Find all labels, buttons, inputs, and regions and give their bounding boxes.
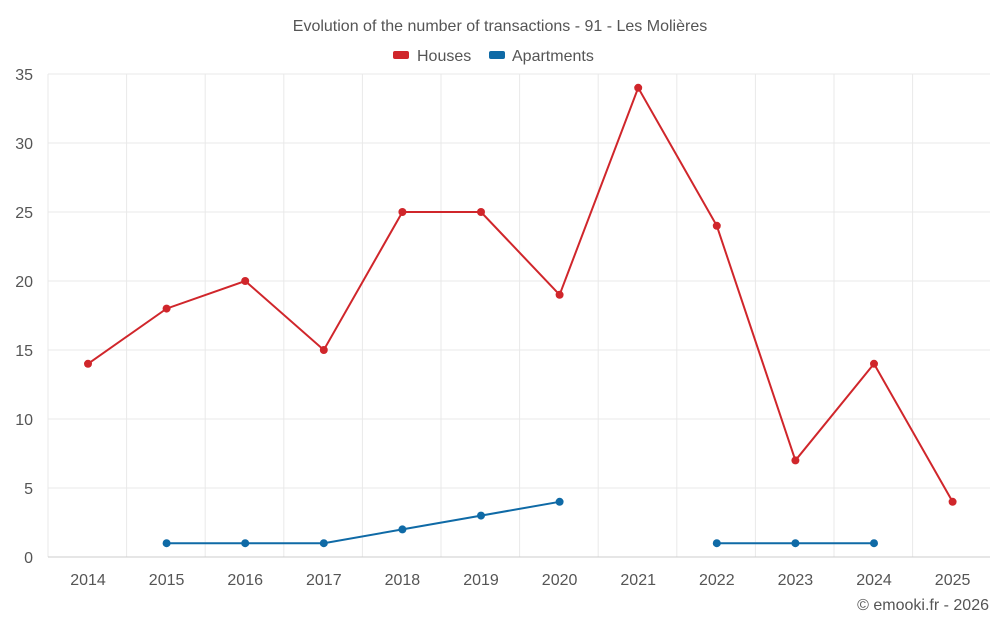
series-houses <box>84 83 957 506</box>
chart-title: Evolution of the number of transactions … <box>293 18 707 35</box>
data-point-houses[interactable] <box>791 456 800 465</box>
series-apartments <box>162 497 878 548</box>
legend-item-houses[interactable]: Houses <box>393 48 471 65</box>
x-tick-label: 2015 <box>149 572 185 589</box>
data-point-apartments[interactable] <box>870 539 878 548</box>
data-point-apartments[interactable] <box>555 497 564 506</box>
series-line-houses <box>87 85 954 503</box>
data-point-apartments[interactable] <box>319 539 328 548</box>
x-tick-label: 2021 <box>620 572 656 589</box>
y-tick-label: 15 <box>15 343 33 360</box>
data-point-houses[interactable] <box>634 83 643 92</box>
data-point-houses[interactable] <box>84 359 92 368</box>
data-point-houses[interactable] <box>555 290 564 299</box>
data-point-houses[interactable] <box>398 208 407 216</box>
x-tick-label: 2017 <box>306 572 342 589</box>
legend-label-apartments: Apartments <box>512 48 594 65</box>
legend-swatch-houses <box>393 51 409 59</box>
x-tick-label: 2020 <box>542 572 578 589</box>
data-point-houses[interactable] <box>870 359 878 368</box>
legend-item-apartments[interactable]: Apartments <box>489 48 594 65</box>
data-point-houses[interactable] <box>319 346 328 354</box>
data-point-houses[interactable] <box>712 221 721 230</box>
y-tick-label: 5 <box>24 481 33 498</box>
credit-text: © emooki.fr - 2026 <box>857 597 989 614</box>
y-tick-label: 20 <box>15 274 33 291</box>
data-point-apartments[interactable] <box>712 539 721 548</box>
x-tick-label: 2014 <box>70 572 106 589</box>
y-tick-label: 35 <box>15 67 33 84</box>
x-tick-label: 2024 <box>856 572 892 589</box>
data-point-houses[interactable] <box>948 497 957 506</box>
legend: Houses Apartments <box>393 48 594 65</box>
x-tick-label: 2016 <box>227 572 263 589</box>
x-tick-label: 2023 <box>778 572 814 589</box>
x-tick-label: 2018 <box>385 572 421 589</box>
y-tick-label: 0 <box>24 550 33 567</box>
x-tick-label: 2025 <box>935 572 971 589</box>
x-tick-label: 2019 <box>463 572 499 589</box>
legend-label-houses: Houses <box>417 48 471 65</box>
data-point-apartments[interactable] <box>791 539 800 548</box>
y-tick-label: 10 <box>15 412 33 429</box>
y-tick-label: 30 <box>15 136 33 153</box>
data-point-houses[interactable] <box>162 304 171 313</box>
series-line-apartments <box>166 500 560 545</box>
y-tick-label: 25 <box>15 205 33 222</box>
data-point-houses[interactable] <box>477 208 485 216</box>
data-point-apartments[interactable] <box>398 525 407 534</box>
legend-swatch-apartments <box>489 51 505 59</box>
data-point-houses[interactable] <box>241 277 250 285</box>
x-tick-label: 2022 <box>699 572 735 589</box>
data-point-apartments[interactable] <box>162 539 171 548</box>
data-point-apartments[interactable] <box>477 511 485 520</box>
data-point-apartments[interactable] <box>241 539 250 548</box>
